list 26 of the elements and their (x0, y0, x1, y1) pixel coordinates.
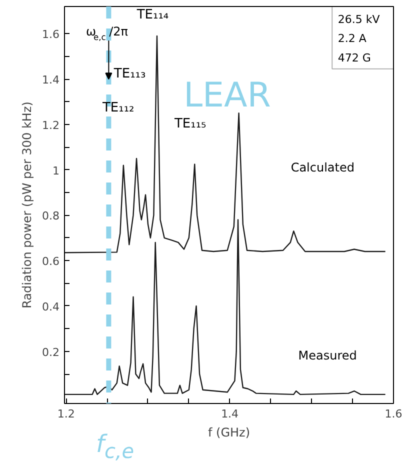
y-tick-label: 1.2 (42, 118, 60, 132)
annotation: LEAR (184, 75, 271, 116)
y-tick-label: 1.6 (42, 28, 60, 42)
annotation: Measured (298, 348, 357, 363)
y-tick-label: 1 (52, 164, 60, 178)
ref-line-label: f$_{c,e}$ (96, 429, 134, 465)
y-tick-label: 1.4 (42, 74, 60, 87)
y-axis-title: Radiation power (pW per 300 kHz) (20, 102, 34, 308)
x-tick-label: 1.2 (57, 408, 75, 420)
annotation: 2.2 A (338, 32, 367, 46)
y-tick-label: 0.6 (42, 255, 60, 268)
line-series (64, 35, 386, 254)
annotation: Calculated (290, 160, 354, 174)
annotation: TE₁₁₂ (101, 100, 134, 116)
x-tick-label: 1.6 (384, 408, 402, 420)
y-tick-label: 0.4 (42, 300, 60, 314)
annotation: 26.5 kV (338, 12, 380, 26)
annotation: TE₁₁₃ (112, 66, 146, 82)
annotation: TE₁₁₄ (136, 7, 169, 22)
x-axis-title: f (GHz) (208, 426, 250, 440)
annotation: 472 G (338, 51, 371, 64)
x-tick-label: 1.4 (221, 408, 239, 420)
line-series (64, 219, 386, 396)
annotation: TE₁₁₅ (173, 116, 206, 132)
y-tick-label: 0.2 (42, 346, 60, 359)
y-tick-label: 0.8 (42, 210, 60, 223)
